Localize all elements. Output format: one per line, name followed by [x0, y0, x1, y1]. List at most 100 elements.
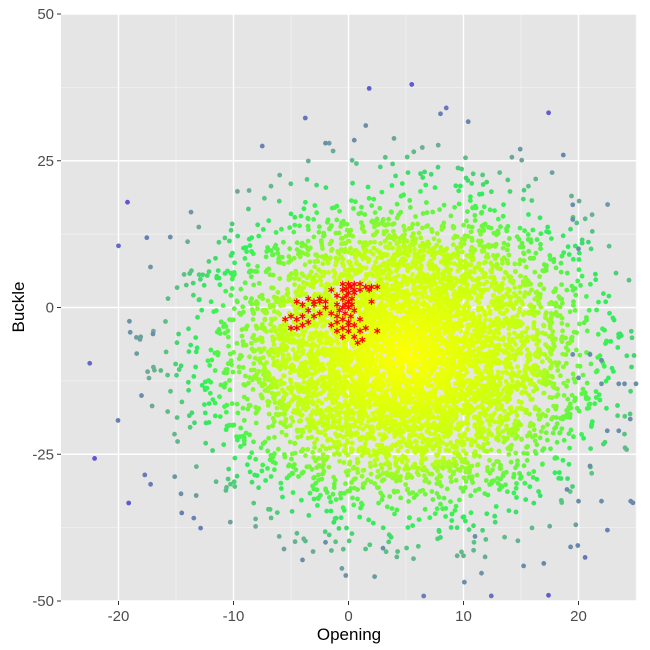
data-point — [607, 310, 612, 316]
data-point — [481, 442, 487, 447]
data-point — [566, 431, 572, 437]
data-point — [259, 468, 265, 474]
data-point — [288, 379, 294, 385]
data-point — [557, 430, 563, 435]
data-point — [502, 408, 507, 414]
data-point — [547, 253, 553, 258]
data-point — [275, 250, 281, 256]
data-point — [519, 390, 525, 396]
data-point — [360, 434, 365, 440]
data-point — [551, 341, 556, 347]
data-point — [535, 412, 541, 418]
data-point — [389, 209, 394, 215]
data-point — [212, 413, 218, 419]
data-point — [388, 414, 393, 419]
data-point — [370, 424, 375, 430]
data-point — [350, 233, 356, 239]
data-point — [469, 437, 474, 443]
data-point — [259, 292, 265, 298]
data-point — [532, 351, 538, 357]
data-point — [461, 439, 466, 445]
data-point — [575, 278, 581, 284]
data-point — [487, 317, 493, 323]
data-point — [189, 268, 194, 274]
data-point — [524, 458, 530, 463]
data-point — [176, 331, 182, 337]
data-point — [507, 236, 512, 241]
data-point — [311, 234, 317, 240]
data-point — [228, 481, 233, 487]
data-point — [471, 547, 476, 553]
data-point — [500, 245, 506, 251]
data-point — [414, 465, 420, 471]
data-point — [376, 500, 381, 506]
data-point — [559, 426, 565, 431]
data-point — [473, 488, 478, 494]
data-point — [426, 249, 431, 255]
data-point — [454, 525, 460, 531]
data-point — [411, 415, 416, 421]
data-point — [327, 445, 333, 451]
data-point — [337, 415, 343, 421]
data-point — [226, 343, 231, 349]
data-point — [288, 181, 294, 187]
data-point — [420, 225, 425, 231]
data-point — [548, 311, 554, 316]
data-point — [512, 357, 518, 362]
data-point — [275, 289, 281, 295]
data-point — [256, 280, 262, 286]
data-point — [405, 170, 411, 176]
data-point — [402, 404, 408, 409]
data-point — [312, 203, 318, 208]
data-point — [343, 573, 349, 578]
data-point — [573, 292, 579, 298]
data-point — [413, 438, 418, 444]
data-point — [301, 332, 306, 338]
data-point — [296, 276, 302, 282]
data-point — [245, 406, 251, 412]
data-point — [472, 348, 478, 353]
data-point — [548, 446, 553, 452]
data-point — [595, 355, 601, 360]
data-point — [521, 463, 527, 469]
data-point — [268, 515, 274, 521]
data-point — [584, 350, 589, 355]
data-point — [532, 449, 538, 454]
data-point — [514, 406, 520, 411]
data-point — [582, 555, 588, 560]
data-point — [458, 244, 464, 250]
data-point — [287, 462, 292, 468]
data-point — [584, 328, 590, 334]
data-point — [530, 227, 536, 233]
data-point — [628, 388, 633, 394]
data-point — [488, 275, 493, 280]
data-point — [524, 407, 529, 413]
data-point — [244, 396, 250, 402]
data-point — [239, 333, 245, 339]
data-point — [339, 235, 345, 241]
data-point — [452, 450, 457, 456]
data-point — [466, 254, 472, 259]
data-point — [144, 235, 150, 241]
data-point — [391, 298, 397, 304]
data-point — [589, 470, 595, 476]
data-point — [570, 371, 576, 377]
data-point — [290, 471, 296, 476]
data-point — [593, 369, 599, 375]
data-point — [525, 237, 531, 242]
data-point — [318, 430, 324, 436]
data-point — [459, 464, 465, 470]
data-point — [481, 204, 487, 210]
data-point — [243, 245, 249, 250]
data-point — [271, 376, 276, 382]
data-point — [302, 115, 308, 121]
data-point — [308, 413, 314, 418]
data-point — [291, 255, 297, 261]
data-point — [372, 414, 377, 420]
data-point — [333, 539, 338, 545]
data-point — [542, 368, 547, 373]
data-point — [263, 478, 268, 483]
data-point — [300, 250, 305, 256]
data-point — [631, 353, 637, 358]
data-point — [596, 299, 601, 305]
